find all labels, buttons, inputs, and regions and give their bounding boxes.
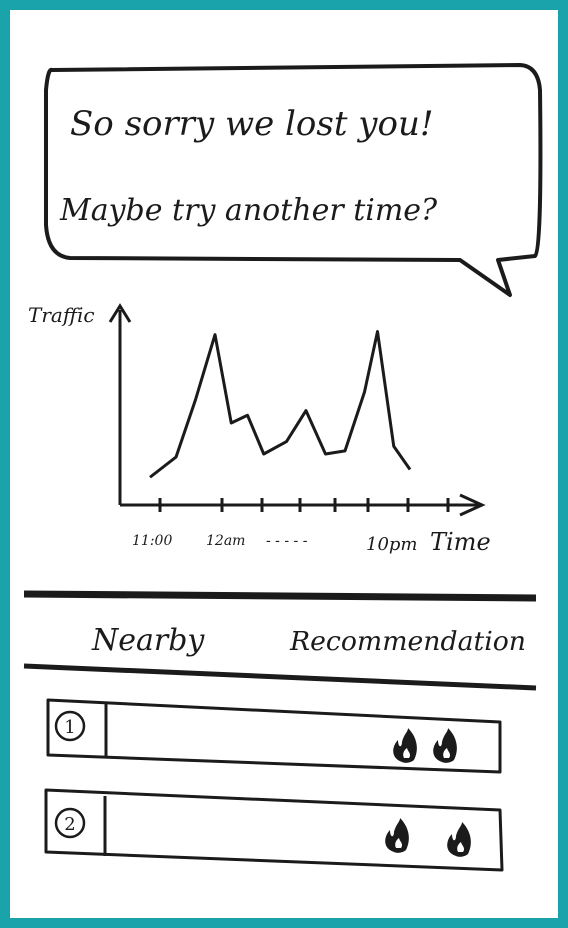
list-item[interactable]: 1	[46, 698, 502, 774]
bubble-outline	[44, 63, 543, 297]
sketch-canvas: So sorry we lost you! Maybe try another …	[23, 63, 543, 872]
message-line-1: So sorry we lost you!	[70, 104, 434, 144]
phone-screen: So sorry we lost you! Maybe try another …	[10, 10, 558, 918]
x-tick-label-3: 10pm	[366, 534, 418, 555]
message-line-2: Maybe try another time?	[59, 193, 438, 228]
x-ticks	[158, 498, 450, 512]
list-item[interactable]: 2	[44, 788, 504, 872]
x-tick-ellipsis: - - - - -	[266, 533, 308, 549]
top-divider	[23, 590, 537, 602]
y-axis-arrow	[108, 303, 132, 323]
tab-bar: Nearby Recommendation	[70, 610, 530, 664]
tab-recommendation[interactable]: Recommendation	[280, 610, 530, 664]
list-item-card[interactable]	[46, 698, 502, 774]
x-tick-label-2: 12am	[206, 533, 245, 549]
tab-recommendation-label: Recommendation	[289, 627, 526, 657]
message-bubble: So sorry we lost you! Maybe try another …	[44, 63, 543, 297]
list-item-number-badge	[54, 807, 86, 839]
tab-divider	[23, 663, 537, 691]
traffic-series-line	[149, 330, 412, 479]
list-item-number: 2	[64, 814, 75, 835]
x-axis-label: Time	[430, 528, 491, 556]
list-item-card[interactable]	[44, 788, 504, 872]
list-item-number-badge	[54, 710, 86, 742]
tab-nearby-label: Nearby	[91, 623, 205, 658]
list-item-number: 1	[64, 717, 75, 738]
flame-icon	[385, 818, 409, 853]
x-axis-arrow	[459, 493, 486, 517]
flame-icon	[393, 728, 417, 763]
flame-icon	[447, 822, 471, 857]
x-tick-label-1: 11:00	[132, 533, 172, 549]
flame-icon	[433, 728, 457, 763]
y-axis-label: Traffic	[28, 303, 95, 327]
traffic-chart: Traffic 11:00 12am - - - - - 10pm Time	[28, 303, 491, 556]
tab-nearby[interactable]: Nearby	[70, 610, 250, 664]
